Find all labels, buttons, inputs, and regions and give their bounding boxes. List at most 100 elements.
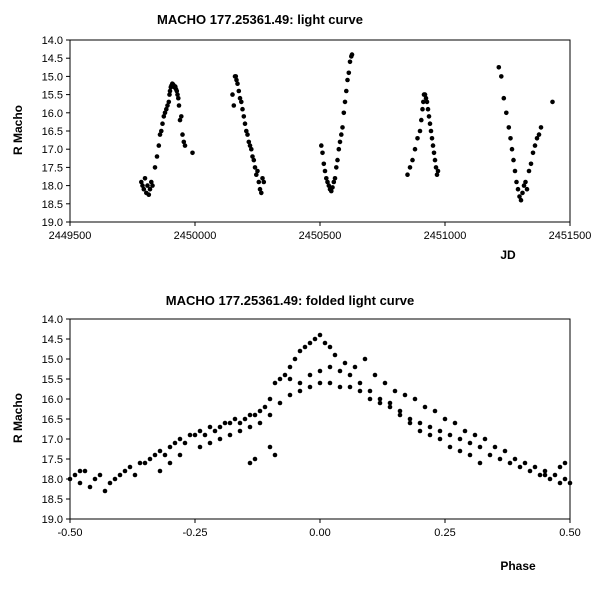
data-point xyxy=(524,186,530,192)
data-point xyxy=(282,372,288,378)
data-point xyxy=(319,143,324,148)
data-points xyxy=(139,52,555,203)
data-point xyxy=(107,480,113,486)
data-point xyxy=(207,424,213,430)
data-point xyxy=(261,179,267,185)
data-point xyxy=(245,132,250,137)
data-point xyxy=(137,460,143,466)
data-point xyxy=(377,400,383,406)
y-tick-label: 18.5 xyxy=(42,199,63,211)
data-point xyxy=(507,460,513,466)
data-point xyxy=(332,176,338,181)
data-point xyxy=(405,172,410,177)
data-point xyxy=(237,95,243,101)
data-point xyxy=(477,444,483,450)
data-point xyxy=(332,352,338,358)
x-tick-label: 2450000 xyxy=(174,230,217,242)
data-point xyxy=(317,332,323,338)
data-point xyxy=(287,364,293,370)
data-point xyxy=(257,420,263,426)
y-ticks: 14.0 14.5 15.0 15.5 16.0 16.5 17.0 17.5 18.0 18.5… xyxy=(42,314,70,526)
data-point xyxy=(392,388,398,394)
data-point xyxy=(159,128,164,134)
data-point xyxy=(518,197,524,203)
data-point xyxy=(227,432,233,438)
y-tick-label: 18.5 xyxy=(42,494,63,506)
data-point xyxy=(422,92,428,97)
data-point xyxy=(552,472,558,478)
data-point xyxy=(325,179,330,185)
data-point xyxy=(252,412,258,418)
data-point xyxy=(382,380,388,386)
data-point xyxy=(512,168,518,174)
data-point xyxy=(567,480,573,486)
data-point xyxy=(257,408,263,414)
data-point xyxy=(352,364,358,370)
data-point xyxy=(428,128,434,134)
data-point xyxy=(502,448,508,454)
data-point xyxy=(437,436,443,442)
data-point xyxy=(534,136,540,141)
data-point xyxy=(562,476,568,482)
data-point xyxy=(247,412,253,418)
data-point xyxy=(244,128,249,134)
data-point xyxy=(506,125,512,130)
data-point xyxy=(247,143,253,148)
data-point xyxy=(260,176,265,181)
y-tick-label: 16.0 xyxy=(42,108,63,120)
data-point xyxy=(538,125,544,130)
data-point xyxy=(212,428,218,434)
data-point xyxy=(234,77,239,83)
y-tick-label: 17.0 xyxy=(42,434,63,446)
data-point xyxy=(434,172,440,177)
data-point xyxy=(174,88,180,94)
data-point xyxy=(367,396,373,402)
data-point xyxy=(530,150,536,156)
y-tick-label: 15.5 xyxy=(42,90,63,102)
y-tick-label: 15.0 xyxy=(42,354,63,366)
data-point xyxy=(176,95,181,101)
data-point xyxy=(335,157,340,163)
data-point xyxy=(253,172,259,177)
data-point xyxy=(320,150,325,156)
data-point xyxy=(329,188,334,194)
data-point xyxy=(87,484,93,490)
data-point xyxy=(347,59,353,65)
data-point xyxy=(177,117,183,123)
data-point xyxy=(417,428,423,434)
data-point xyxy=(82,468,88,474)
x-ticks: 2449500 2450000 2450500 2451000 2451500 xyxy=(49,222,591,242)
data-point xyxy=(482,436,488,442)
data-point xyxy=(72,472,78,478)
data-point xyxy=(521,183,527,188)
x-tick-label: 0.25 xyxy=(434,527,455,539)
data-point xyxy=(162,452,168,458)
data-point xyxy=(547,476,553,482)
data-point xyxy=(292,356,298,362)
data-point xyxy=(492,444,498,450)
data-point xyxy=(246,139,252,145)
data-point xyxy=(277,400,283,406)
data-point xyxy=(167,460,173,466)
data-point xyxy=(140,183,145,188)
data-point xyxy=(167,92,172,97)
data-point xyxy=(142,460,148,466)
data-point xyxy=(387,400,393,406)
data-point xyxy=(372,372,378,378)
data-point xyxy=(337,384,343,390)
y-tick-label: 17.0 xyxy=(42,144,63,156)
data-point xyxy=(231,103,237,108)
data-point xyxy=(508,136,513,141)
data-point xyxy=(387,404,393,410)
data-point xyxy=(156,143,162,148)
data-point xyxy=(340,125,345,130)
data-point xyxy=(217,436,223,442)
data-point xyxy=(102,488,108,494)
data-point xyxy=(537,472,543,478)
data-point xyxy=(317,380,323,386)
data-point xyxy=(157,448,163,454)
y-tick-label: 15.0 xyxy=(42,71,63,83)
y-tick-label: 16.5 xyxy=(42,126,63,138)
data-point xyxy=(424,99,430,105)
data-point xyxy=(397,408,403,414)
